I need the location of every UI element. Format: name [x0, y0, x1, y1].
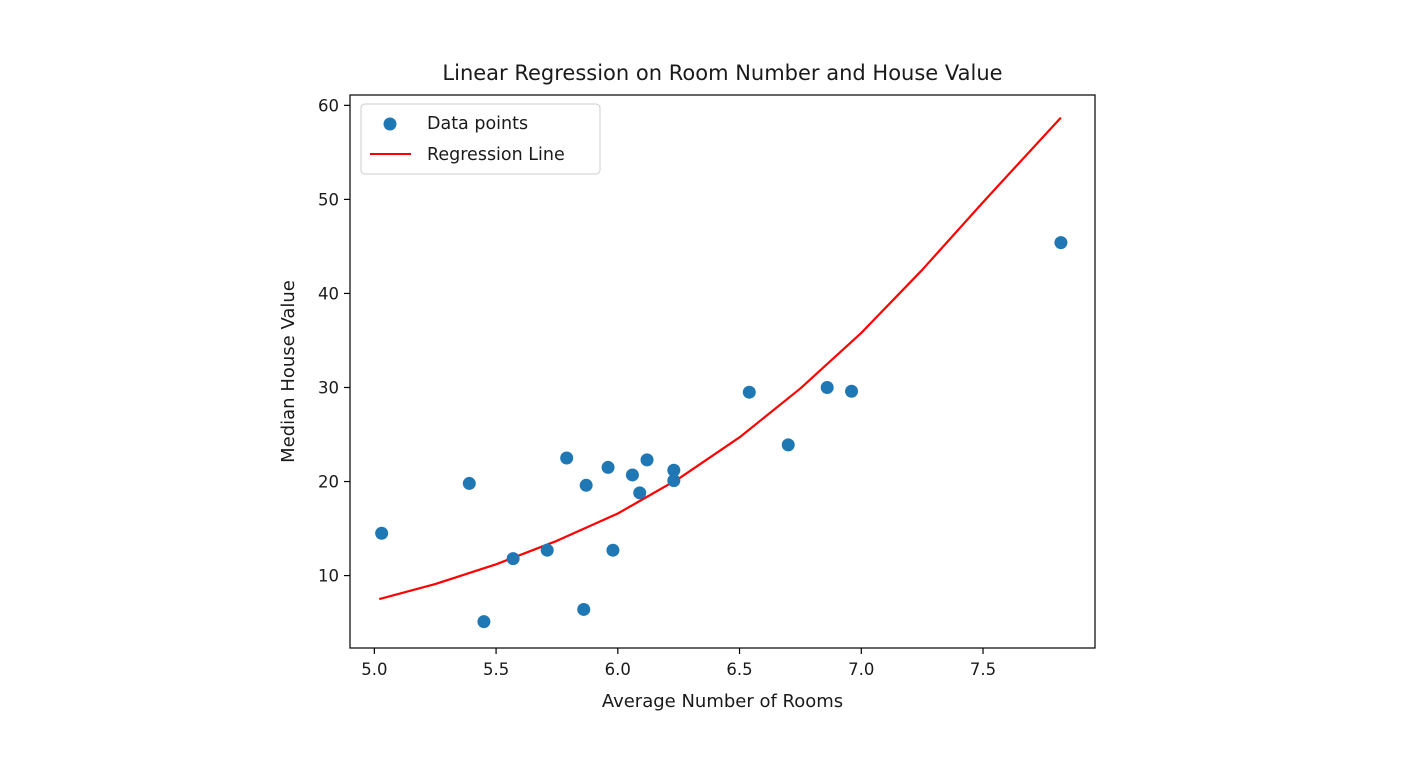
y-tick-label: 20: [318, 473, 339, 492]
data-point-10: [606, 543, 620, 557]
y-axis: 10 20 30 40 50 60: [318, 96, 350, 586]
data-point-16: [742, 385, 756, 399]
data-point-14: [667, 474, 681, 488]
data-point-7: [577, 602, 591, 616]
regression-line: [378, 116, 1062, 601]
y-tick-label: 30: [318, 378, 339, 397]
legend-box: [360, 103, 601, 175]
data-point-11: [625, 468, 639, 482]
data-point-6: [560, 451, 574, 465]
plot-area: [375, 116, 1068, 629]
x-tick-label: 5.0: [361, 660, 387, 679]
y-axis-label: Median House Value: [278, 280, 299, 463]
legend-label-data-points: Data points: [427, 114, 528, 134]
x-tick-label: 7.5: [970, 660, 996, 679]
data-point-9: [601, 460, 615, 474]
x-axis: 5.0 5.5 6.0 6.5 7.0 7.5: [361, 648, 996, 679]
data-point-18: [820, 380, 834, 394]
data-point-2: [462, 476, 476, 490]
data-point-17: [781, 438, 795, 452]
chart-title: Linear Regression on Room Number and Hou…: [442, 61, 1002, 85]
y-tick-label: 50: [318, 190, 339, 209]
y-tick-label: 60: [318, 96, 339, 115]
y-tick-label: 40: [318, 284, 339, 303]
data-point-1: [375, 526, 389, 540]
data-point-3: [477, 615, 491, 629]
data-point-12: [633, 486, 647, 500]
x-tick-label: 6.0: [605, 660, 631, 679]
data-point-4: [506, 552, 520, 566]
x-tick-label: 6.5: [726, 660, 752, 679]
legend-scatter-marker: [383, 117, 397, 131]
plot-frame: [349, 94, 1096, 649]
data-point-19: [845, 384, 859, 398]
data-point-20: [1054, 236, 1068, 250]
y-tick-label: 10: [318, 567, 339, 586]
data-point-15: [667, 463, 681, 477]
data-point-5: [540, 543, 554, 557]
legend: Data points Regression Line: [360, 103, 601, 175]
legend-label-regression-line: Regression Line: [427, 145, 565, 165]
x-axis-label: Average Number of Rooms: [602, 691, 843, 712]
x-tick-label: 5.5: [483, 660, 509, 679]
x-tick-label: 7.0: [848, 660, 874, 679]
data-point-13: [640, 453, 654, 467]
data-point-8: [579, 478, 593, 492]
